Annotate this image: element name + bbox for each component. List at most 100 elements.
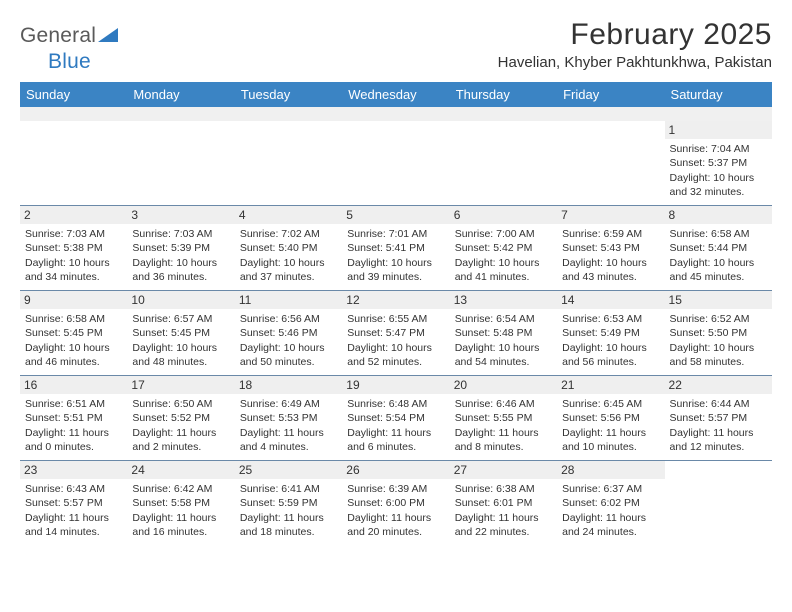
daylight-text: and 2 minutes. <box>132 440 229 454</box>
sunset-text: Sunset: 5:53 PM <box>240 411 337 425</box>
day-cell: 3Sunrise: 7:03 AMSunset: 5:39 PMDaylight… <box>127 206 234 290</box>
sunset-text: Sunset: 5:51 PM <box>25 411 122 425</box>
empty-cell <box>342 121 449 205</box>
day-cell: 24Sunrise: 6:42 AMSunset: 5:58 PMDayligh… <box>127 461 234 545</box>
day-cell: 4Sunrise: 7:02 AMSunset: 5:40 PMDaylight… <box>235 206 342 290</box>
daylight-text: and 20 minutes. <box>347 525 444 539</box>
day-number: 13 <box>450 291 557 309</box>
day-number: 12 <box>342 291 449 309</box>
sunrise-text: Sunrise: 6:41 AM <box>240 482 337 496</box>
daylight-text: Daylight: 10 hours <box>670 256 767 270</box>
day-cell: 23Sunrise: 6:43 AMSunset: 5:57 PMDayligh… <box>20 461 127 545</box>
day-number: 11 <box>235 291 342 309</box>
daylight-text: and 39 minutes. <box>347 270 444 284</box>
day-cell: 6Sunrise: 7:00 AMSunset: 5:42 PMDaylight… <box>450 206 557 290</box>
day-cell: 14Sunrise: 6:53 AMSunset: 5:49 PMDayligh… <box>557 291 664 375</box>
daylight-text: Daylight: 11 hours <box>562 511 659 525</box>
daylight-text: and 41 minutes. <box>455 270 552 284</box>
title-block: February 2025 Havelian, Khyber Pakhtunkh… <box>498 18 772 71</box>
daylight-text: Daylight: 10 hours <box>670 171 767 185</box>
daylight-text: Daylight: 11 hours <box>670 426 767 440</box>
page-header: General Blue February 2025 Havelian, Khy… <box>20 18 772 74</box>
empty-cell <box>450 121 557 205</box>
daylight-text: and 45 minutes. <box>670 270 767 284</box>
empty-cell <box>665 461 772 545</box>
sunset-text: Sunset: 5:57 PM <box>670 411 767 425</box>
day-number: 20 <box>450 376 557 394</box>
sunrise-text: Sunrise: 6:46 AM <box>455 397 552 411</box>
sunset-text: Sunset: 5:52 PM <box>132 411 229 425</box>
day-cell: 26Sunrise: 6:39 AMSunset: 6:00 PMDayligh… <box>342 461 449 545</box>
sunset-text: Sunset: 5:41 PM <box>347 241 444 255</box>
sunset-text: Sunset: 5:59 PM <box>240 496 337 510</box>
daylight-text: and 16 minutes. <box>132 525 229 539</box>
sunrise-text: Sunrise: 6:54 AM <box>455 312 552 326</box>
sunrise-text: Sunrise: 6:37 AM <box>562 482 659 496</box>
daylight-text: and 4 minutes. <box>240 440 337 454</box>
daylight-text: Daylight: 11 hours <box>25 511 122 525</box>
day-number: 18 <box>235 376 342 394</box>
day-number: 2 <box>20 206 127 224</box>
calendar-grid: Sunday Monday Tuesday Wednesday Thursday… <box>20 82 772 545</box>
empty-cell <box>235 121 342 205</box>
sunrise-text: Sunrise: 6:57 AM <box>132 312 229 326</box>
sunrise-text: Sunrise: 6:51 AM <box>25 397 122 411</box>
sunrise-text: Sunrise: 6:52 AM <box>670 312 767 326</box>
empty-cell <box>557 121 664 205</box>
sunset-text: Sunset: 5:57 PM <box>25 496 122 510</box>
month-title: February 2025 <box>498 18 772 52</box>
day-cell: 8Sunrise: 6:58 AMSunset: 5:44 PMDaylight… <box>665 206 772 290</box>
daylight-text: and 34 minutes. <box>25 270 122 284</box>
day-number: 19 <box>342 376 449 394</box>
sunset-text: Sunset: 5:38 PM <box>25 241 122 255</box>
logo-text: General Blue <box>20 24 118 74</box>
sunset-text: Sunset: 5:50 PM <box>670 326 767 340</box>
sunset-text: Sunset: 5:48 PM <box>455 326 552 340</box>
day-number: 14 <box>557 291 664 309</box>
sunset-text: Sunset: 5:43 PM <box>562 241 659 255</box>
dow-wednesday: Wednesday <box>342 82 449 107</box>
day-cell: 28Sunrise: 6:37 AMSunset: 6:02 PMDayligh… <box>557 461 664 545</box>
sunrise-text: Sunrise: 7:03 AM <box>25 227 122 241</box>
day-cell: 12Sunrise: 6:55 AMSunset: 5:47 PMDayligh… <box>342 291 449 375</box>
day-of-week-header: Sunday Monday Tuesday Wednesday Thursday… <box>20 82 772 107</box>
daylight-text: Daylight: 11 hours <box>240 511 337 525</box>
daylight-text: and 6 minutes. <box>347 440 444 454</box>
sunrise-text: Sunrise: 6:59 AM <box>562 227 659 241</box>
header-spacer <box>20 107 772 121</box>
day-cell: 1Sunrise: 7:04 AMSunset: 5:37 PMDaylight… <box>665 121 772 205</box>
sunrise-text: Sunrise: 6:43 AM <box>25 482 122 496</box>
day-cell: 9Sunrise: 6:58 AMSunset: 5:45 PMDaylight… <box>20 291 127 375</box>
dow-tuesday: Tuesday <box>235 82 342 107</box>
dow-sunday: Sunday <box>20 82 127 107</box>
sunrise-text: Sunrise: 6:48 AM <box>347 397 444 411</box>
day-number: 5 <box>342 206 449 224</box>
day-number: 8 <box>665 206 772 224</box>
sunset-text: Sunset: 5:47 PM <box>347 326 444 340</box>
sunset-text: Sunset: 5:39 PM <box>132 241 229 255</box>
day-cell: 5Sunrise: 7:01 AMSunset: 5:41 PMDaylight… <box>342 206 449 290</box>
day-number: 1 <box>665 121 772 139</box>
dow-friday: Friday <box>557 82 664 107</box>
sunset-text: Sunset: 5:55 PM <box>455 411 552 425</box>
logo-text-blue: Blue <box>48 50 91 73</box>
logo: General Blue <box>20 24 118 74</box>
day-number: 21 <box>557 376 664 394</box>
day-cell: 10Sunrise: 6:57 AMSunset: 5:45 PMDayligh… <box>127 291 234 375</box>
day-number: 22 <box>665 376 772 394</box>
sunset-text: Sunset: 5:44 PM <box>670 241 767 255</box>
sunrise-text: Sunrise: 6:38 AM <box>455 482 552 496</box>
empty-cell <box>127 121 234 205</box>
daylight-text: Daylight: 11 hours <box>347 426 444 440</box>
daylight-text: and 14 minutes. <box>25 525 122 539</box>
sunrise-text: Sunrise: 6:56 AM <box>240 312 337 326</box>
daylight-text: and 32 minutes. <box>670 185 767 199</box>
daylight-text: and 36 minutes. <box>132 270 229 284</box>
daylight-text: and 10 minutes. <box>562 440 659 454</box>
day-cell: 13Sunrise: 6:54 AMSunset: 5:48 PMDayligh… <box>450 291 557 375</box>
daylight-text: and 52 minutes. <box>347 355 444 369</box>
daylight-text: Daylight: 10 hours <box>347 256 444 270</box>
day-number <box>665 461 772 479</box>
day-number: 3 <box>127 206 234 224</box>
week-row: 16Sunrise: 6:51 AMSunset: 5:51 PMDayligh… <box>20 376 772 461</box>
